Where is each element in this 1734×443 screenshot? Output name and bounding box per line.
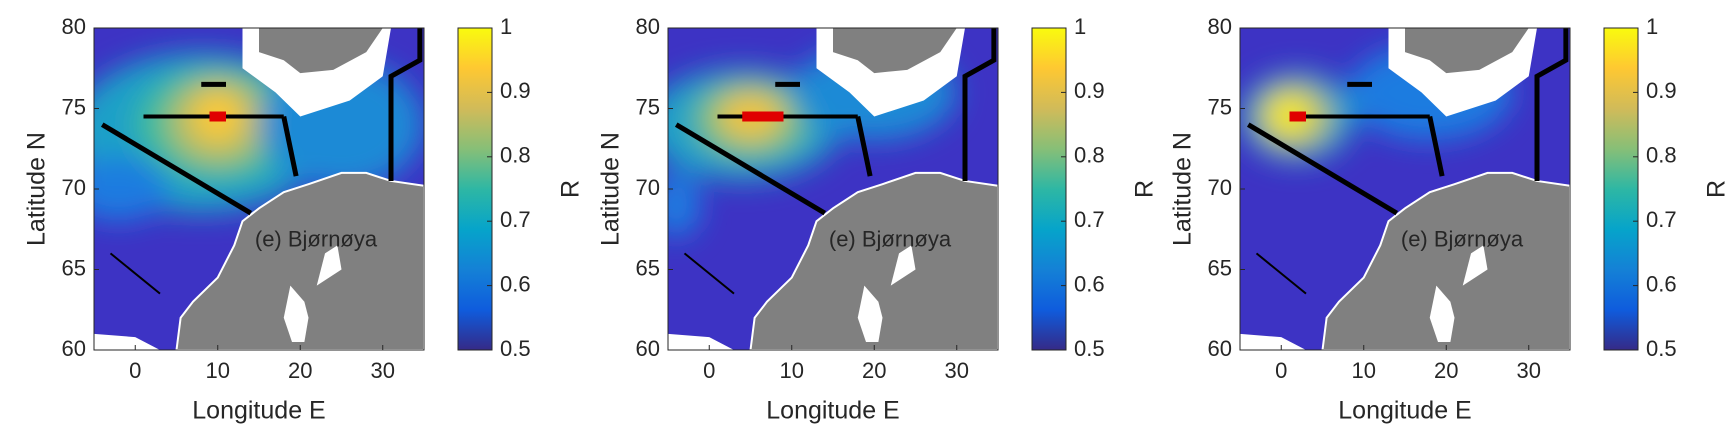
colorbar-label: R [1703, 180, 1731, 198]
colorbar-tick-label: 0.5 [1074, 336, 1105, 361]
y-tick-label: 75 [62, 94, 86, 119]
field-blob [94, 156, 169, 222]
colorbar-tick-label: 0.5 [1646, 336, 1677, 361]
colorbar-tick-label: 0.6 [500, 271, 531, 296]
coast-ice [1240, 333, 1306, 350]
colorbar-tick-label: 0.9 [1646, 78, 1677, 103]
colorbar-label: R [1131, 180, 1159, 198]
x-axis-label: Longitude E [192, 397, 325, 425]
colorbar-tick-label: 0.9 [1074, 78, 1105, 103]
y-axis-label: Latitude N [23, 132, 51, 246]
svalbard [833, 28, 957, 74]
x-axis-label: Longitude E [1338, 397, 1471, 425]
section-line [100, 122, 253, 216]
annotation: (e) Bjørnøya [829, 226, 952, 251]
lake [857, 285, 883, 342]
section-line [962, 28, 997, 181]
section-line [388, 28, 423, 181]
y-tick-label: 60 [1208, 336, 1232, 361]
y-tick-label: 65 [62, 255, 86, 280]
scandinavia [749, 171, 998, 350]
y-tick-label: 60 [62, 336, 86, 361]
section-line [674, 122, 827, 216]
colorbar-tick-label: 0.7 [500, 207, 531, 232]
colorbar-tick-label: 0.5 [500, 336, 531, 361]
x-tick-label: 10 [780, 358, 804, 383]
colorbar-tick-label: 1 [1646, 14, 1658, 39]
colorbar-tick-label: 0.8 [1646, 143, 1677, 168]
lake [283, 285, 309, 342]
section-line [109, 252, 161, 295]
section-line [1255, 252, 1307, 295]
annotation: (e) Bjørnøya [1401, 226, 1524, 251]
svalbard [259, 28, 383, 74]
colorbar-label: R [557, 180, 585, 198]
section-line [281, 116, 299, 177]
colorbar-tick-label: 0.6 [1646, 271, 1677, 296]
colorbar-tick-label: 0.7 [1646, 207, 1677, 232]
map-panel: (e) Bjørnøya 0 10 20 30 60 65 70 75 80 Longitude E… [597, 14, 1159, 425]
section-line [683, 252, 735, 295]
map-area [94, 28, 424, 350]
coast-ice [94, 333, 160, 350]
colorbar-tick-label: 0.8 [500, 143, 531, 168]
colorbar [1031, 27, 1067, 351]
svalbard [1405, 28, 1529, 74]
lake [1462, 245, 1488, 286]
y-tick-label: 80 [1208, 14, 1232, 39]
section-line [1534, 28, 1569, 181]
x-tick-label: 10 [206, 358, 230, 383]
x-tick-label: 30 [371, 358, 395, 383]
y-tick-label: 70 [1208, 175, 1232, 200]
y-tick-label: 80 [62, 14, 86, 39]
x-tick-label: 20 [288, 358, 312, 383]
colorbar [1603, 27, 1639, 351]
coast-ice [668, 333, 734, 350]
annotation: (e) Bjørnøya [255, 226, 378, 251]
map-area [1240, 28, 1570, 350]
map-panel: (e) Bjørnøya 0 10 20 30 60 65 70 75 80 Longitude E… [1169, 14, 1731, 425]
colorbar-tick-label: 0.8 [1074, 143, 1105, 168]
scandinavia [1321, 171, 1570, 350]
colorbar [457, 27, 493, 351]
colorbar-tick-label: 1 [1074, 14, 1086, 39]
colorbar-tick-label: 0.6 [1074, 271, 1105, 296]
map-panel: (e) Bjørnøya 0 10 20 30 60 65 70 75 80 Longitude E… [23, 14, 585, 425]
x-tick-label: 0 [703, 358, 715, 383]
x-tick-label: 30 [945, 358, 969, 383]
x-tick-label: 20 [862, 358, 886, 383]
x-tick-label: 10 [1352, 358, 1376, 383]
y-tick-label: 80 [636, 14, 660, 39]
lake [316, 245, 342, 286]
y-tick-label: 75 [1208, 94, 1232, 119]
colorbar-tick-label: 0.9 [500, 78, 531, 103]
section-line [855, 116, 873, 177]
y-tick-label: 65 [636, 255, 660, 280]
x-tick-label: 0 [1275, 358, 1287, 383]
x-tick-label: 30 [1517, 358, 1541, 383]
map-area [668, 28, 998, 350]
x-axis-label: Longitude E [766, 397, 899, 425]
section-line [1246, 122, 1399, 216]
y-tick-label: 70 [636, 175, 660, 200]
x-tick-label: 20 [1434, 358, 1458, 383]
y-tick-label: 65 [1208, 255, 1232, 280]
field-blob [668, 172, 701, 238]
y-tick-label: 70 [62, 175, 86, 200]
section-line [1427, 116, 1445, 177]
x-tick-label: 0 [129, 358, 141, 383]
y-tick-label: 60 [636, 336, 660, 361]
colorbar-tick-label: 1 [500, 14, 512, 39]
scandinavia [175, 171, 424, 350]
y-axis-label: Latitude N [597, 132, 625, 246]
y-tick-label: 75 [636, 94, 660, 119]
colorbar-tick-label: 0.7 [1074, 207, 1105, 232]
y-axis-label: Latitude N [1169, 132, 1197, 246]
lake [890, 245, 916, 286]
lake [1429, 285, 1455, 342]
